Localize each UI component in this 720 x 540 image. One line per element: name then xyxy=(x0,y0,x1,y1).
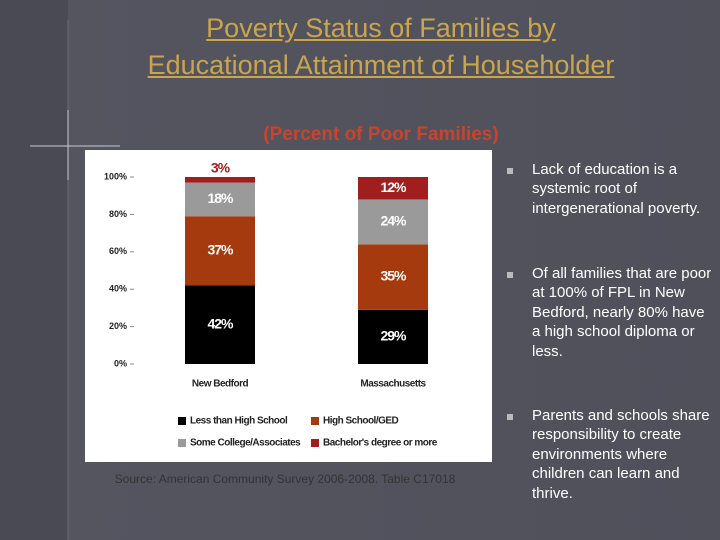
y-tick-label: 0% xyxy=(114,358,127,368)
bar-segment xyxy=(185,285,255,364)
value-label: 42% xyxy=(207,315,234,331)
legend-swatch xyxy=(311,439,319,447)
bar-segment xyxy=(185,177,255,183)
bar-segment xyxy=(358,244,428,310)
subtitle: (Percent of Poor Families) xyxy=(263,124,499,145)
y-tick-label: 80% xyxy=(109,209,127,219)
value-label: 12% xyxy=(380,179,407,195)
legend-swatch xyxy=(178,439,186,447)
bullet-marker xyxy=(507,272,513,278)
bullet-text: Parents and schools share responsibility… xyxy=(532,407,710,502)
value-label: 29% xyxy=(380,328,407,344)
bullet-marker xyxy=(507,414,513,420)
x-tick-label: New Bedford xyxy=(192,379,249,390)
value-label: 35% xyxy=(380,268,407,284)
value-label: 3% xyxy=(211,160,231,176)
y-tick-label: 100% xyxy=(104,171,127,181)
source-note: Source: American Community Survey 2006-2… xyxy=(114,472,456,486)
legend-swatch xyxy=(178,417,186,425)
bullet-marker xyxy=(507,168,513,174)
bullet-text: Of all families that are poor at 100% of… xyxy=(532,265,712,360)
value-label: 24% xyxy=(380,213,407,229)
bar-segment xyxy=(358,177,428,200)
bar-segment xyxy=(358,309,428,364)
y-tick-label: 40% xyxy=(109,284,127,294)
y-tick-label: 20% xyxy=(109,321,127,331)
value-label: 18% xyxy=(207,190,234,206)
bullet-text: Lack of education is a systemic root of … xyxy=(532,161,701,217)
y-tick-label: 60% xyxy=(109,246,127,256)
bar-segment xyxy=(358,199,428,245)
title: Poverty Status of Families by Educationa… xyxy=(147,13,615,80)
x-tick-label: Massachusetts xyxy=(360,379,426,390)
value-label: 37% xyxy=(207,242,234,258)
bar-segment xyxy=(185,216,255,286)
legend-swatch xyxy=(311,417,319,425)
bar-segment xyxy=(185,182,255,217)
legend-label: High School/GED xyxy=(323,416,399,427)
legend-label: Bachelor's degree or more xyxy=(323,438,438,449)
legend-label: Less than High School xyxy=(190,416,288,427)
legend-label: Some College/Associates xyxy=(190,438,301,449)
